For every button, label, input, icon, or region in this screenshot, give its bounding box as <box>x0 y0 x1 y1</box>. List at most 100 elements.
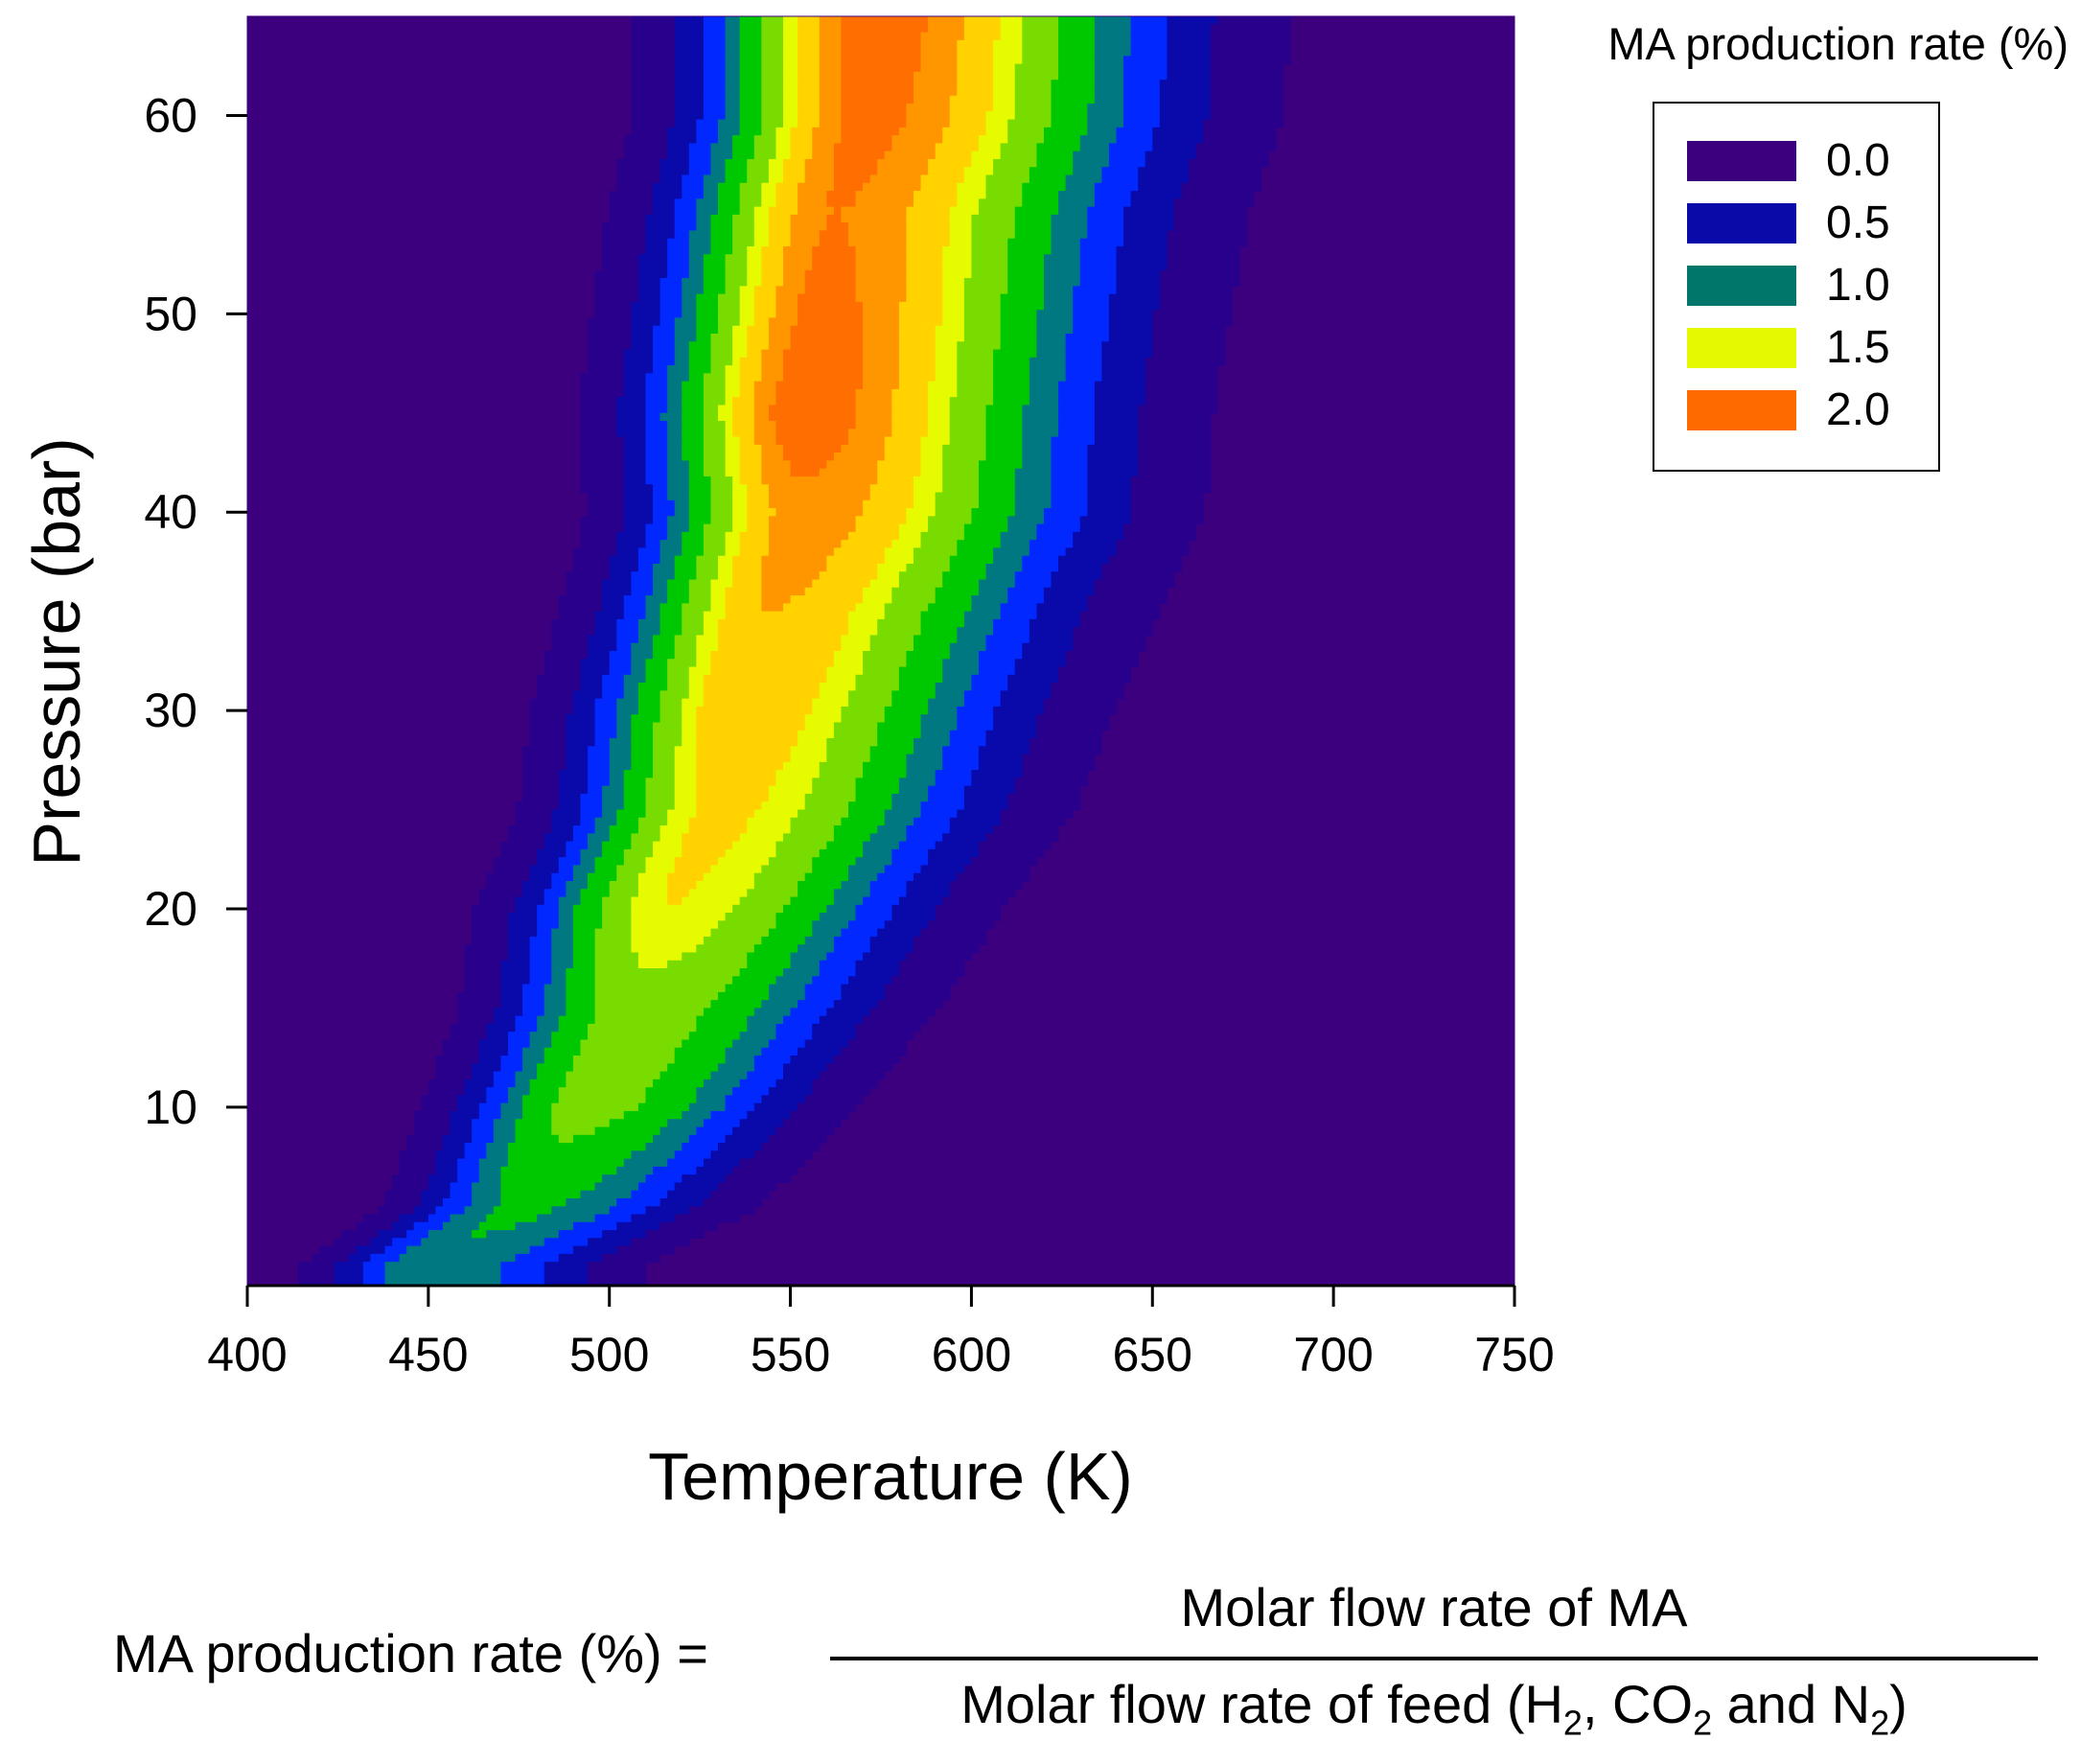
contour-cell <box>696 301 705 311</box>
contour-cell <box>653 182 661 192</box>
contour-cell <box>1073 119 1081 128</box>
contour-cell <box>1224 301 1233 311</box>
contour-cell <box>761 301 770 311</box>
contour-cell <box>1014 87 1023 97</box>
contour-cell <box>826 56 835 65</box>
contour-cell <box>898 63 908 73</box>
contour-cell <box>1051 405 1059 414</box>
contour-cell <box>848 127 857 136</box>
contour-cell <box>1036 95 1045 104</box>
contour-cell <box>1217 191 1226 199</box>
contour-cell <box>631 16 639 25</box>
contour-cell <box>1007 24 1016 34</box>
contour-cell <box>855 39 864 49</box>
contour-cell <box>942 80 951 89</box>
contour-cell <box>667 278 676 287</box>
contour-cell <box>963 135 973 145</box>
contour-cell <box>637 238 647 247</box>
contour-cell <box>667 151 676 160</box>
contour-cell <box>869 16 878 25</box>
contour-cell <box>588 317 596 327</box>
contour-cell <box>1116 381 1124 390</box>
contour-cell <box>1173 24 1183 34</box>
contour-cell <box>1014 325 1023 335</box>
contour-cell <box>1123 317 1132 327</box>
contour-cell <box>978 214 987 223</box>
contour-cell <box>848 151 857 160</box>
contour-cell <box>1260 32 1269 41</box>
contour-cell <box>833 206 843 216</box>
contour-cell <box>884 167 892 176</box>
contour-cell <box>1173 48 1183 57</box>
contour-cell <box>841 238 849 247</box>
contour-cell <box>1181 143 1190 152</box>
contour-cell <box>819 87 827 97</box>
contour-cell <box>855 405 864 414</box>
contour-cell <box>1138 262 1146 271</box>
contour-cell <box>616 262 625 271</box>
contour-cell <box>863 104 871 112</box>
contour-cell <box>761 71 770 81</box>
contour-cell <box>826 104 835 112</box>
contour-cell <box>1130 24 1139 34</box>
contour-cell <box>942 39 951 49</box>
contour-cell <box>1224 174 1233 184</box>
contour-cell <box>732 365 741 374</box>
contour-cell <box>863 63 871 73</box>
contour-cell <box>1094 357 1102 366</box>
contour-cell <box>775 32 784 41</box>
contour-cell <box>833 310 843 319</box>
contour-cell <box>869 24 878 34</box>
contour-cell <box>812 48 821 57</box>
contour-cell <box>1138 286 1146 295</box>
contour-cell <box>978 293 987 303</box>
contour-cell <box>906 135 914 145</box>
contour-cell <box>891 365 900 374</box>
contour-cell <box>877 405 886 414</box>
contour-cell <box>1101 301 1110 311</box>
contour-cell <box>1043 127 1052 136</box>
contour-cell <box>1138 238 1146 247</box>
contour-cell <box>1152 262 1161 271</box>
contour-cell <box>891 191 900 199</box>
contour-cell <box>718 238 727 247</box>
contour-cell <box>674 334 682 342</box>
contour-cell <box>884 48 892 57</box>
contour-cell <box>790 111 798 121</box>
contour-cell <box>645 444 654 453</box>
contour-cell <box>725 388 733 398</box>
contour-cell <box>1073 436 1081 446</box>
contour-cell <box>877 317 886 327</box>
contour-cell <box>1138 349 1146 359</box>
contour-cell <box>1232 104 1240 112</box>
contour-cell <box>841 405 849 414</box>
contour-cell <box>1130 444 1139 453</box>
contour-cell <box>869 412 878 422</box>
contour-cell <box>1116 119 1124 128</box>
contour-cell <box>884 39 892 49</box>
contour-cell <box>725 357 733 366</box>
contour-cell <box>674 39 682 49</box>
contour-cell <box>1189 269 1197 279</box>
contour-cell <box>602 301 611 311</box>
contour-cell <box>1079 104 1088 112</box>
contour-cell <box>1152 198 1161 208</box>
contour-cell <box>1145 80 1153 89</box>
contour-cell <box>790 198 798 208</box>
contour-cell <box>935 421 943 429</box>
contour-cell <box>963 341 973 351</box>
contour-cell <box>833 39 843 49</box>
contour-cell <box>1224 151 1233 160</box>
contour-cell <box>1246 198 1255 208</box>
contour-cell <box>768 238 777 247</box>
contour-cell <box>1210 397 1218 406</box>
contour-cell <box>1036 182 1045 192</box>
contour-cell <box>653 397 661 406</box>
contour-cell <box>971 357 980 366</box>
contour-cell <box>942 444 951 453</box>
contour-cell <box>1260 16 1269 25</box>
contour-cell <box>833 198 843 208</box>
contour-cell <box>1108 198 1118 208</box>
contour-cell <box>963 412 973 422</box>
contour-cell <box>747 206 755 216</box>
